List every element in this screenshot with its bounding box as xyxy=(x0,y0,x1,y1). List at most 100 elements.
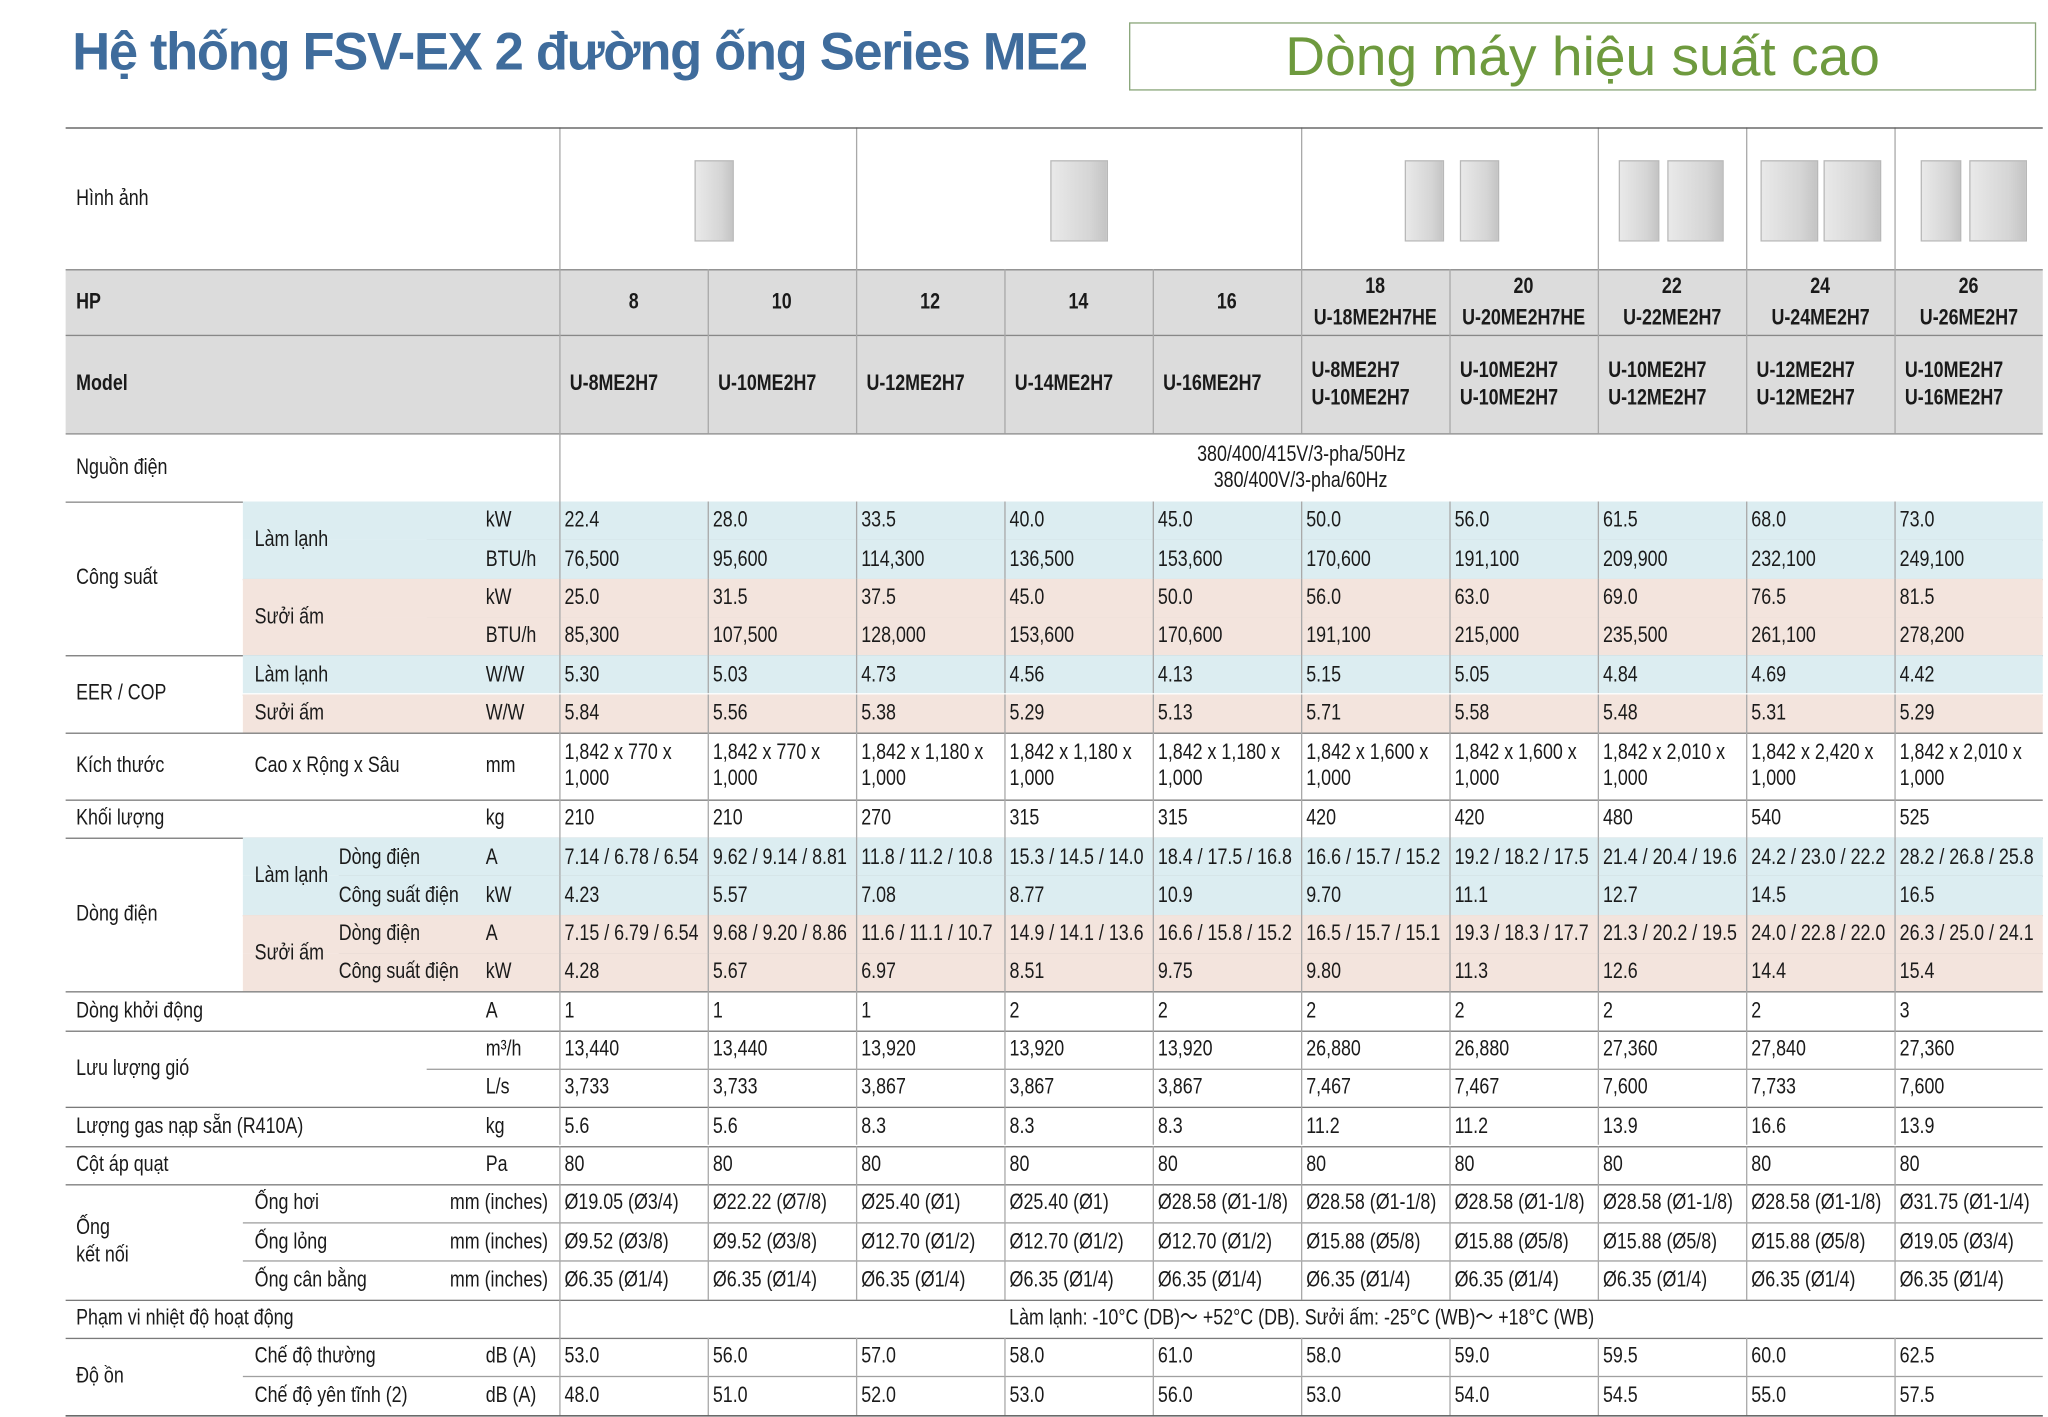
value-cell: 80 xyxy=(1455,1145,1598,1183)
value: 16.6 / 15.8 / 15.2 xyxy=(1157,920,1292,946)
value-cell: 53.0 xyxy=(1306,1376,1449,1414)
column-rule xyxy=(1894,616,1896,656)
unit-image xyxy=(1618,160,1660,242)
column-rule xyxy=(855,1376,858,1415)
value: 9.70 xyxy=(1306,882,1342,907)
value-cell: 107,500 xyxy=(713,617,856,655)
subgroup-label-cell: Sưởi ấm xyxy=(255,694,347,732)
column-rule xyxy=(1301,1068,1303,1107)
value-cell: 3,733 xyxy=(565,1068,708,1106)
value-cell: 31.5 xyxy=(713,578,856,616)
value: Ø15.88 (Ø5/8) xyxy=(1602,1228,1718,1254)
column-rule xyxy=(1449,837,1451,877)
column-rule xyxy=(855,127,858,270)
value: 80 xyxy=(1899,1151,1920,1177)
column-rule xyxy=(1004,655,1006,694)
column-rule xyxy=(1597,655,1600,694)
value-cell: Ø12.70 (Ø1/2) xyxy=(1010,1222,1153,1260)
column-rule xyxy=(1152,1145,1154,1184)
value: 69.0 xyxy=(1602,584,1638,610)
column-rule xyxy=(707,655,709,694)
group-label: Kích thước xyxy=(76,752,165,778)
value-cell: 7.14 / 6.78 / 6.54 xyxy=(565,838,708,876)
unit-cell: W/W xyxy=(486,694,560,732)
value: 24.0 / 22.8 / 22.0 xyxy=(1751,920,1886,946)
value-cell: Ø6.35 (Ø1/4) xyxy=(1306,1261,1449,1299)
group-label-cell: EER / COP xyxy=(76,655,240,732)
column-rule xyxy=(1597,953,1600,992)
value: 80 xyxy=(1306,1151,1327,1177)
value-cell: Ø6.35 (Ø1/4) xyxy=(1158,1261,1301,1299)
value: 12.7 xyxy=(1602,882,1638,907)
value: 85,300 xyxy=(564,622,620,648)
value: 1 xyxy=(564,997,575,1023)
value: 62.5 xyxy=(1899,1343,1935,1369)
value: 57.5 xyxy=(1899,1382,1935,1408)
value: 2 xyxy=(1751,997,1762,1023)
value-cell: 209,900 xyxy=(1603,540,1746,578)
column-rule xyxy=(1449,1222,1451,1261)
unit-image xyxy=(1823,160,1882,242)
group-label: Độ ồn xyxy=(76,1362,124,1388)
value-cell: Ø6.35 (Ø1/4) xyxy=(713,1261,856,1299)
row-rule xyxy=(65,1106,2043,1109)
value-cell: 85,300 xyxy=(565,617,708,655)
model-value-cell: U-8ME2H7 xyxy=(570,370,708,398)
column-rule xyxy=(855,1145,858,1184)
value-cell: 13,440 xyxy=(565,1030,708,1068)
column-rule xyxy=(1152,1222,1154,1261)
model-value: U-14ME2H7 xyxy=(1014,370,1114,396)
column-rule xyxy=(1449,799,1451,838)
row-rule xyxy=(65,991,2043,993)
group-label: Cột áp quạt xyxy=(76,1151,169,1177)
value-cell: Ø12.70 (Ø1/2) xyxy=(861,1222,1004,1260)
column-rule xyxy=(1597,1222,1600,1261)
value-cell: 8.3 xyxy=(1158,1107,1301,1145)
value-cell: Ø9.52 (Ø3/8) xyxy=(565,1222,708,1260)
column-rule xyxy=(559,1030,561,1069)
value-cell: 33.5 xyxy=(861,501,1004,539)
value: 1,842 x 1,180 x 1,000 xyxy=(1157,738,1281,791)
value-cell: 136,500 xyxy=(1010,540,1153,578)
hp-model-cell: U-18ME2H7HE xyxy=(1301,302,1449,335)
value-cell: 5.57 xyxy=(713,876,856,914)
row-rule xyxy=(65,433,2043,435)
column-rule xyxy=(707,1260,709,1300)
row-label: Hình ảnh xyxy=(76,184,149,210)
value: 13.9 xyxy=(1602,1112,1638,1138)
value-cell: 12.6 xyxy=(1603,953,1746,991)
column-rule xyxy=(1746,1337,1748,1377)
value: 80 xyxy=(712,1151,733,1177)
row-label: Nguồn điện xyxy=(76,453,168,479)
value-cell: 13,920 xyxy=(1158,1030,1301,1068)
column-rule xyxy=(1301,914,1303,954)
column-rule xyxy=(1894,578,1896,617)
value: 6.97 xyxy=(861,958,896,984)
hp-value: 22 xyxy=(1661,273,1682,299)
value: 2 xyxy=(1157,997,1168,1023)
value-cell: 11.2 xyxy=(1455,1107,1598,1145)
value: 80 xyxy=(1157,1151,1178,1177)
hp-value-cell: 16 xyxy=(1153,269,1301,335)
value: 13,920 xyxy=(861,1035,916,1061)
column-rule xyxy=(1597,1068,1600,1107)
value-cell: 76.5 xyxy=(1751,578,1894,616)
value-cell: 13,440 xyxy=(713,1030,856,1068)
model-value-cell: U-16ME2H7 xyxy=(1905,384,2043,412)
column-rule xyxy=(855,578,858,617)
value: 4.42 xyxy=(1899,661,1935,687)
column-rule xyxy=(1301,616,1303,656)
column-rule xyxy=(1597,799,1600,838)
value-cell: Ø28.58 (Ø1-1/8) xyxy=(1603,1184,1746,1222)
column-rule xyxy=(559,1106,561,1146)
value: 315 xyxy=(1157,805,1188,831)
column-rule xyxy=(1004,799,1006,838)
value-cell: 7.15 / 6.79 / 6.54 xyxy=(565,915,708,953)
value-cell: 80 xyxy=(1900,1145,2043,1183)
column-rule xyxy=(1152,1376,1154,1415)
value-cell: 11.3 xyxy=(1455,953,1598,991)
column-rule xyxy=(1301,1183,1303,1223)
column-rule xyxy=(1301,876,1303,915)
column-rule xyxy=(855,1183,858,1223)
value: Ø28.58 (Ø1-1/8) xyxy=(1306,1189,1437,1215)
